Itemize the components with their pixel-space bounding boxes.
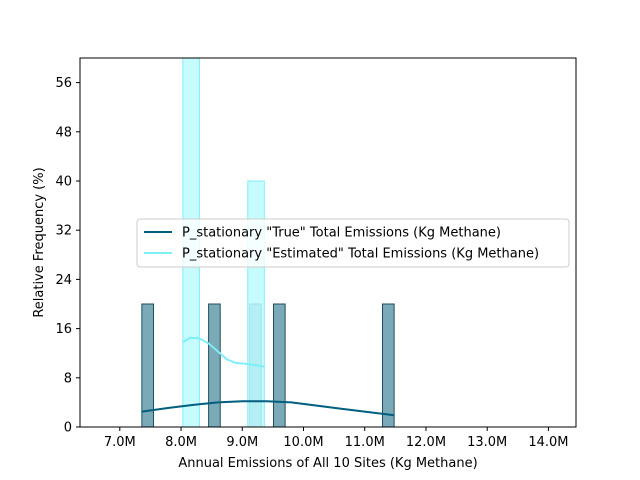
true-bar-3 xyxy=(273,303,286,428)
legend-estimated-label: P_stationary "Estimated" Total Emissions… xyxy=(182,247,539,262)
y-tick-label: 56 xyxy=(55,76,72,91)
axes xyxy=(79,57,577,428)
y-axis-label: Relative Frequency (%) xyxy=(32,167,47,317)
y-tick-label: 8 xyxy=(64,371,72,386)
y-tick-label: 32 xyxy=(55,224,72,239)
x-tick-label: 12.0M xyxy=(406,435,446,450)
x-tick-label: 11.0M xyxy=(345,435,385,450)
y-tick-label: 48 xyxy=(55,125,72,140)
x-axis-label: Annual Emissions of All 10 Sites (Kg Met… xyxy=(178,456,477,471)
true-bar-4 xyxy=(381,303,395,428)
y-tick-label: 16 xyxy=(55,322,72,337)
plot-frame xyxy=(79,57,577,428)
estimated-bar-1 xyxy=(247,180,265,428)
y-tick-label: 24 xyxy=(55,273,72,288)
true-bar-0 xyxy=(141,303,154,428)
y-tick-label: 40 xyxy=(55,175,72,190)
legend-box xyxy=(136,218,570,268)
true-emissions-bars xyxy=(141,303,395,428)
kde-lines xyxy=(141,336,395,417)
legend: P_stationary "True" Total Emissions (Kg … xyxy=(136,218,570,268)
y-axis-ticks: 0 8 16 24 32 40 48 56 xyxy=(55,76,80,436)
y-tick-label: 0 xyxy=(64,421,72,436)
true-kde-line xyxy=(141,400,395,417)
x-tick-label: 14.0M xyxy=(528,435,568,450)
x-tick-label: 7.0M xyxy=(104,435,136,450)
x-tick-label: 8.0M xyxy=(165,435,197,450)
x-tick-label: 9.0M xyxy=(226,435,258,450)
estimated-kde-line xyxy=(182,336,265,368)
x-axis-ticks: 7.0M 8.0M 9.0M 10.0M 11.0M 12.0M 13.0M 14.0M xyxy=(104,427,569,450)
true-bar-1 xyxy=(208,303,221,428)
x-tick-label: 13.0M xyxy=(467,435,507,450)
x-tick-label: 10.0M xyxy=(283,435,323,450)
legend-true-label: P_stationary "True" Total Emissions (Kg … xyxy=(182,226,501,241)
